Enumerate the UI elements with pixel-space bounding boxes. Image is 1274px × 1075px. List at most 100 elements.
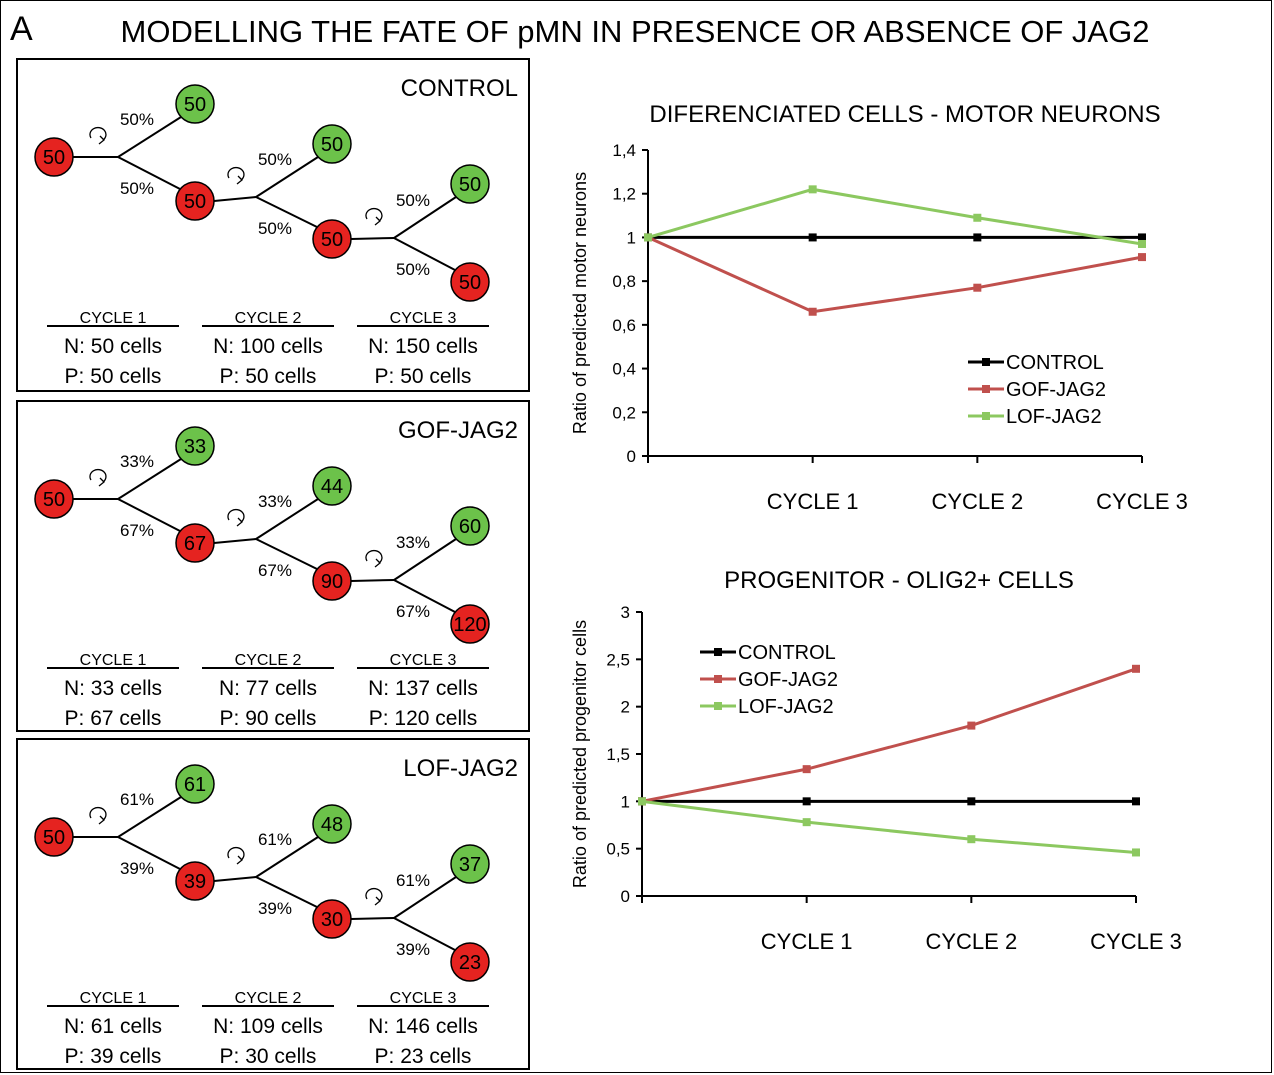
- y-tick-label: 0: [627, 447, 636, 466]
- self-renewal-icon-arrow: [98, 477, 105, 487]
- neuron-cell: 61: [175, 764, 215, 804]
- progenitor-cell: 50: [175, 181, 215, 221]
- data-point-control: [1132, 797, 1140, 806]
- model-name: GOF-JAG2: [398, 417, 518, 444]
- self-renewal-icon-arrow: [236, 175, 243, 185]
- x-tick-label: CYCLE 1: [761, 929, 853, 954]
- progenitor-cell-value: 50: [321, 229, 343, 251]
- self-renewal-icon: [89, 126, 107, 145]
- percent-up: 33%: [396, 533, 430, 552]
- progenitor-cell: 30: [312, 899, 352, 939]
- model-box-gof-jag2: GOF-JAG2 50 33% 67% 33 67 CYCLE 1 N: 33 cells P:…: [16, 400, 530, 732]
- progenitor-count: P: 39 cells: [65, 1045, 162, 1068]
- cycle-label: CYCLE 2: [235, 310, 302, 327]
- progenitor-count: P: 30 cells: [220, 1045, 317, 1068]
- cycle-label: CYCLE 2: [235, 990, 302, 1007]
- self-renewal-icon: [227, 166, 245, 185]
- percent-up: 61%: [120, 790, 154, 809]
- self-renewal-icon-arrow: [236, 855, 243, 865]
- y-tick-label: 0: [621, 887, 630, 906]
- y-tick-label: 0,2: [612, 403, 636, 422]
- progenitor-cell-value: 30: [321, 909, 343, 931]
- branch-down: [117, 498, 181, 532]
- progenitor-cell-value: 67: [184, 533, 206, 555]
- neuron-count: N: 100 cells: [213, 335, 323, 358]
- data-point-lof-jag2: [638, 797, 646, 806]
- branch-stem: [350, 237, 395, 240]
- percent-up: 50%: [258, 150, 292, 169]
- neuron-cell-shape: [312, 466, 352, 506]
- y-tick-label: 3: [621, 603, 630, 622]
- figure-title: MODELLING THE FATE OF pMN IN PRESENCE OR…: [120, 14, 1150, 49]
- data-point-lof-jag2: [973, 213, 982, 222]
- self-renewal-icon: [227, 508, 245, 527]
- neuron-cell-value: 48: [321, 814, 343, 836]
- branch-up: [393, 196, 457, 239]
- neuron-cell: 60: [450, 506, 490, 546]
- x-tick-label: CYCLE 3: [1096, 489, 1188, 514]
- neuron-cell-shape: [175, 764, 215, 804]
- progenitor-cell: 50: [450, 262, 490, 302]
- self-renewal-icon-arc: [365, 207, 383, 222]
- percent-up: 50%: [120, 110, 154, 129]
- y-tick-label: 1,4: [612, 141, 636, 160]
- branch-down: [393, 237, 456, 271]
- cycle-label: CYCLE 1: [80, 990, 147, 1007]
- percent-down: 67%: [396, 602, 430, 621]
- self-renewal-icon-arrow: [236, 517, 243, 527]
- branch-up: [393, 538, 457, 581]
- self-renewal-icon-arc: [365, 887, 383, 902]
- percent-down: 50%: [258, 219, 292, 238]
- legend-marker: [982, 385, 990, 393]
- legend-label: CONTROL: [1006, 352, 1104, 374]
- progenitor-count: P: 120 cells: [369, 707, 478, 730]
- self-renewal-icon-arc: [227, 508, 245, 523]
- y-tick-label: 1,5: [606, 745, 630, 764]
- percent-down: 50%: [396, 260, 430, 279]
- x-tick-label: CYCLE 1: [767, 489, 859, 514]
- root-cell-value: 50: [43, 827, 65, 849]
- progenitor-cell-value: 23: [459, 952, 481, 974]
- self-renewal-icon-arrow: [374, 558, 381, 568]
- legend-marker: [982, 358, 990, 366]
- cycle-label: CYCLE 3: [390, 990, 457, 1007]
- percent-up: 33%: [120, 452, 154, 471]
- neuron-cell-value: 50: [321, 134, 343, 156]
- neuron-cell: 44: [312, 466, 352, 506]
- model-box-lof-jag2: LOF-JAG2 50 61% 39% 61 39 CYCLE 1 N: 61 cells P:…: [16, 738, 530, 1070]
- model-name: LOF-JAG2: [403, 755, 518, 782]
- self-renewal-icon-arrow: [374, 216, 381, 226]
- branch-down: [255, 538, 318, 570]
- self-renewal-icon-arc: [89, 468, 107, 483]
- data-point-control: [973, 233, 982, 242]
- branch-up: [255, 156, 319, 198]
- self-renewal-icon: [365, 207, 383, 226]
- progenitor-cell-value: 50: [184, 191, 206, 213]
- y-tick-label: 2,5: [606, 650, 630, 669]
- y-tick-label: 0,5: [606, 840, 630, 859]
- progenitor-cell: 90: [312, 561, 352, 601]
- data-point-gof-jag2: [967, 721, 976, 730]
- self-renewal-icon-arc: [227, 166, 245, 181]
- self-renewal-icon-arc: [227, 846, 245, 861]
- branch-up: [255, 836, 319, 878]
- progenitor-cell-value: 120: [453, 614, 486, 636]
- percent-up: 61%: [396, 871, 430, 890]
- data-point-gof-jag2: [802, 765, 811, 774]
- progenitor-count: P: 67 cells: [65, 707, 162, 730]
- x-tick-label: CYCLE 2: [931, 489, 1023, 514]
- branch-down: [117, 836, 181, 870]
- legend-label: CONTROL: [738, 642, 836, 664]
- self-renewal-icon-arrow: [374, 896, 381, 906]
- neuron-cell-value: 44: [321, 476, 343, 498]
- neuron-cell-value: 60: [459, 516, 481, 538]
- neuron-count: N: 109 cells: [213, 1015, 323, 1038]
- progenitor-count: P: 50 cells: [220, 365, 317, 388]
- percent-up: 61%: [258, 830, 292, 849]
- progenitor-cell: 23: [450, 942, 490, 982]
- neuron-cell-value: 50: [184, 94, 206, 116]
- self-renewal-icon-arrow: [98, 135, 105, 145]
- legend-label: LOF-JAG2: [1006, 406, 1102, 428]
- neuron-cell: 50: [312, 124, 352, 164]
- data-point-control: [967, 797, 976, 806]
